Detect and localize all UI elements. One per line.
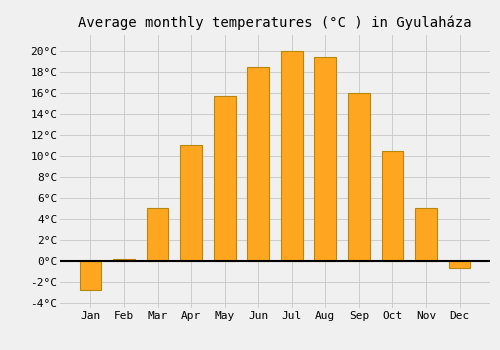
- Bar: [113, 259, 135, 261]
- Bar: [281, 51, 302, 261]
- Title: Average monthly temperatures (°C ) in Gyulaháza: Average monthly temperatures (°C ) in Gy…: [78, 15, 472, 30]
- Bar: [180, 145, 202, 261]
- Bar: [348, 93, 370, 261]
- Bar: [214, 96, 236, 261]
- Bar: [80, 261, 102, 290]
- Bar: [415, 208, 437, 261]
- Bar: [382, 150, 404, 261]
- Bar: [146, 208, 169, 261]
- Bar: [248, 66, 269, 261]
- Bar: [448, 261, 470, 268]
- Bar: [314, 57, 336, 261]
